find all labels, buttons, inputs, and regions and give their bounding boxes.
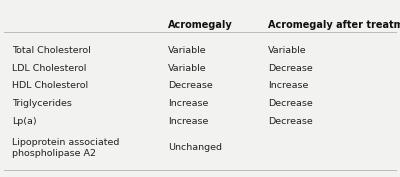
Text: Triglycerides: Triglycerides [12, 99, 72, 108]
Text: HDL Cholesterol: HDL Cholesterol [12, 81, 88, 90]
Text: Variable: Variable [168, 46, 207, 55]
Text: Unchanged: Unchanged [168, 143, 222, 152]
Text: Variable: Variable [268, 46, 307, 55]
Text: Increase: Increase [168, 117, 208, 126]
Text: Lp(a): Lp(a) [12, 117, 37, 126]
Text: LDL Cholesterol: LDL Cholesterol [12, 64, 86, 73]
Text: Decrease: Decrease [168, 81, 213, 90]
Text: Decrease: Decrease [268, 99, 313, 108]
Text: Variable: Variable [168, 64, 207, 73]
Text: Total Cholesterol: Total Cholesterol [12, 46, 91, 55]
Text: Acromegaly: Acromegaly [168, 20, 233, 30]
Text: Decrease: Decrease [268, 64, 313, 73]
Text: Decrease: Decrease [268, 117, 313, 126]
Text: Acromegaly after treatment: Acromegaly after treatment [268, 20, 400, 30]
Text: Increase: Increase [168, 99, 208, 108]
Text: Lipoprotein associated
phospholipase A2: Lipoprotein associated phospholipase A2 [12, 138, 119, 158]
Text: Increase: Increase [268, 81, 308, 90]
